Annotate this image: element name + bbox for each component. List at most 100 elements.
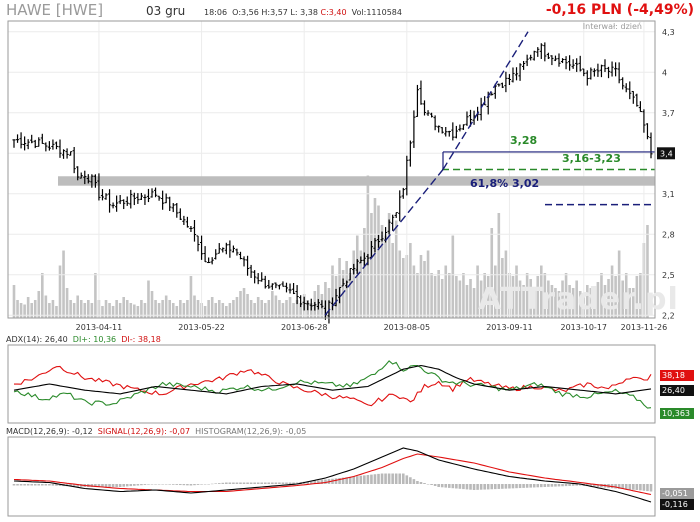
- histogram-bar: [458, 484, 462, 489]
- panel-frames: 2,22,52,83,13,43,744,33,42013-04-112013-…: [7, 20, 675, 517]
- histogram-bar: [483, 484, 486, 490]
- volume-bar: [532, 288, 536, 318]
- histogram-bar: [412, 479, 416, 484]
- adx-line: [13, 364, 652, 395]
- volume-bar: [104, 300, 108, 318]
- volume-bar: [111, 306, 115, 318]
- panel-frame-2: [7, 436, 656, 517]
- histogram-bar: [203, 484, 207, 485]
- volume-bar: [324, 282, 327, 318]
- volume-bar: [363, 228, 366, 318]
- volume-bar: [299, 303, 302, 318]
- volume-bar: [479, 280, 483, 318]
- price-tick-label: 3,7: [662, 109, 675, 118]
- histogram-bar: [635, 484, 639, 490]
- histogram-bar: [179, 484, 182, 486]
- histogram-bar: [267, 482, 271, 484]
- histogram-bar: [437, 484, 440, 487]
- date-label: 2013-06-28: [281, 323, 328, 332]
- di-minus-badge: 38,18: [660, 370, 694, 381]
- volume-bar: [394, 220, 398, 318]
- histogram-bar: [649, 484, 653, 492]
- volume-bar: [578, 291, 582, 318]
- volume-bar: [122, 297, 126, 318]
- histogram-bar: [175, 484, 179, 485]
- volume-bar: [586, 285, 589, 318]
- volume-bar: [493, 265, 497, 318]
- volume-bar: [44, 295, 48, 318]
- volume-bar: [225, 306, 228, 318]
- histogram-bar: [398, 473, 402, 484]
- histogram-bar: [593, 484, 596, 487]
- volume-bar: [83, 303, 87, 318]
- volume-bar: [377, 205, 380, 318]
- histogram-bar: [125, 484, 129, 487]
- volume-bar: [370, 213, 373, 318]
- histogram-bar: [472, 484, 476, 490]
- volume-bar: [164, 295, 168, 318]
- histogram-bar: [628, 484, 632, 490]
- histogram-bar: [554, 484, 557, 487]
- histogram-bar: [490, 484, 494, 490]
- volume-bar: [179, 300, 182, 318]
- volume-bar: [239, 291, 242, 318]
- volume-bar: [171, 303, 175, 318]
- histogram-bar: [30, 484, 33, 486]
- histogram-bar: [511, 484, 515, 489]
- volume-bar: [447, 273, 451, 318]
- volume-bar: [65, 288, 69, 318]
- volume-bar: [497, 213, 501, 318]
- histogram-bar: [33, 484, 37, 486]
- volume-bar: [125, 300, 129, 318]
- histogram-bar: [479, 484, 483, 490]
- volume-bar: [186, 300, 189, 318]
- histogram-bar: [207, 484, 210, 485]
- volume-bar: [19, 303, 23, 318]
- volume-bar: [175, 306, 179, 318]
- histogram-bar: [182, 484, 186, 486]
- last-price-marker: [657, 147, 675, 160]
- volume-bar: [136, 306, 140, 318]
- histogram-bar: [133, 484, 136, 486]
- close-value: C:3,40: [320, 8, 347, 17]
- histogram-bar: [401, 473, 405, 484]
- histogram-bar: [380, 473, 384, 484]
- di-plus-line: [13, 360, 652, 409]
- histogram-bar: [221, 482, 225, 484]
- histogram-bar: [196, 484, 200, 485]
- di-plus-value: DI+: 10,36: [72, 335, 117, 344]
- volume-bar: [76, 295, 79, 318]
- volume-bar: [228, 303, 232, 318]
- volume-bar: [469, 279, 472, 318]
- histogram-bar: [136, 484, 140, 486]
- histogram-bar: [469, 484, 472, 490]
- histogram-bar: [189, 484, 193, 486]
- volume-bar: [355, 235, 359, 318]
- histogram-bar: [324, 479, 327, 484]
- histogram-bar: [69, 484, 72, 487]
- volume-bar: [561, 280, 564, 318]
- histogram-bar: [122, 484, 126, 487]
- macd-value: MACD(12,26,9): -0,12: [6, 427, 93, 436]
- volume-bar: [543, 273, 547, 318]
- histogram-bar: [306, 481, 310, 484]
- histogram-bar: [578, 484, 582, 486]
- histogram-bar: [274, 482, 278, 484]
- volume-bar: [522, 285, 525, 318]
- price-change: -0,16 PLN (-4,49%): [545, 2, 694, 18]
- histogram-bar: [295, 482, 299, 484]
- volume-value: Vol:1110584: [351, 8, 402, 17]
- macd-line: [13, 447, 652, 503]
- histogram-bar: [143, 484, 147, 485]
- volume-bar: [274, 295, 278, 318]
- histogram-bar: [624, 484, 628, 490]
- histogram-bar: [416, 481, 419, 484]
- histogram-bar: [539, 484, 543, 488]
- histogram-bar: [150, 484, 154, 485]
- volume-bar: [253, 303, 256, 318]
- volume-bar: [568, 285, 571, 318]
- histogram-bar: [394, 473, 398, 484]
- volume-bar: [617, 250, 621, 318]
- volume-bar: [430, 273, 433, 318]
- histogram-bar: [359, 475, 363, 484]
